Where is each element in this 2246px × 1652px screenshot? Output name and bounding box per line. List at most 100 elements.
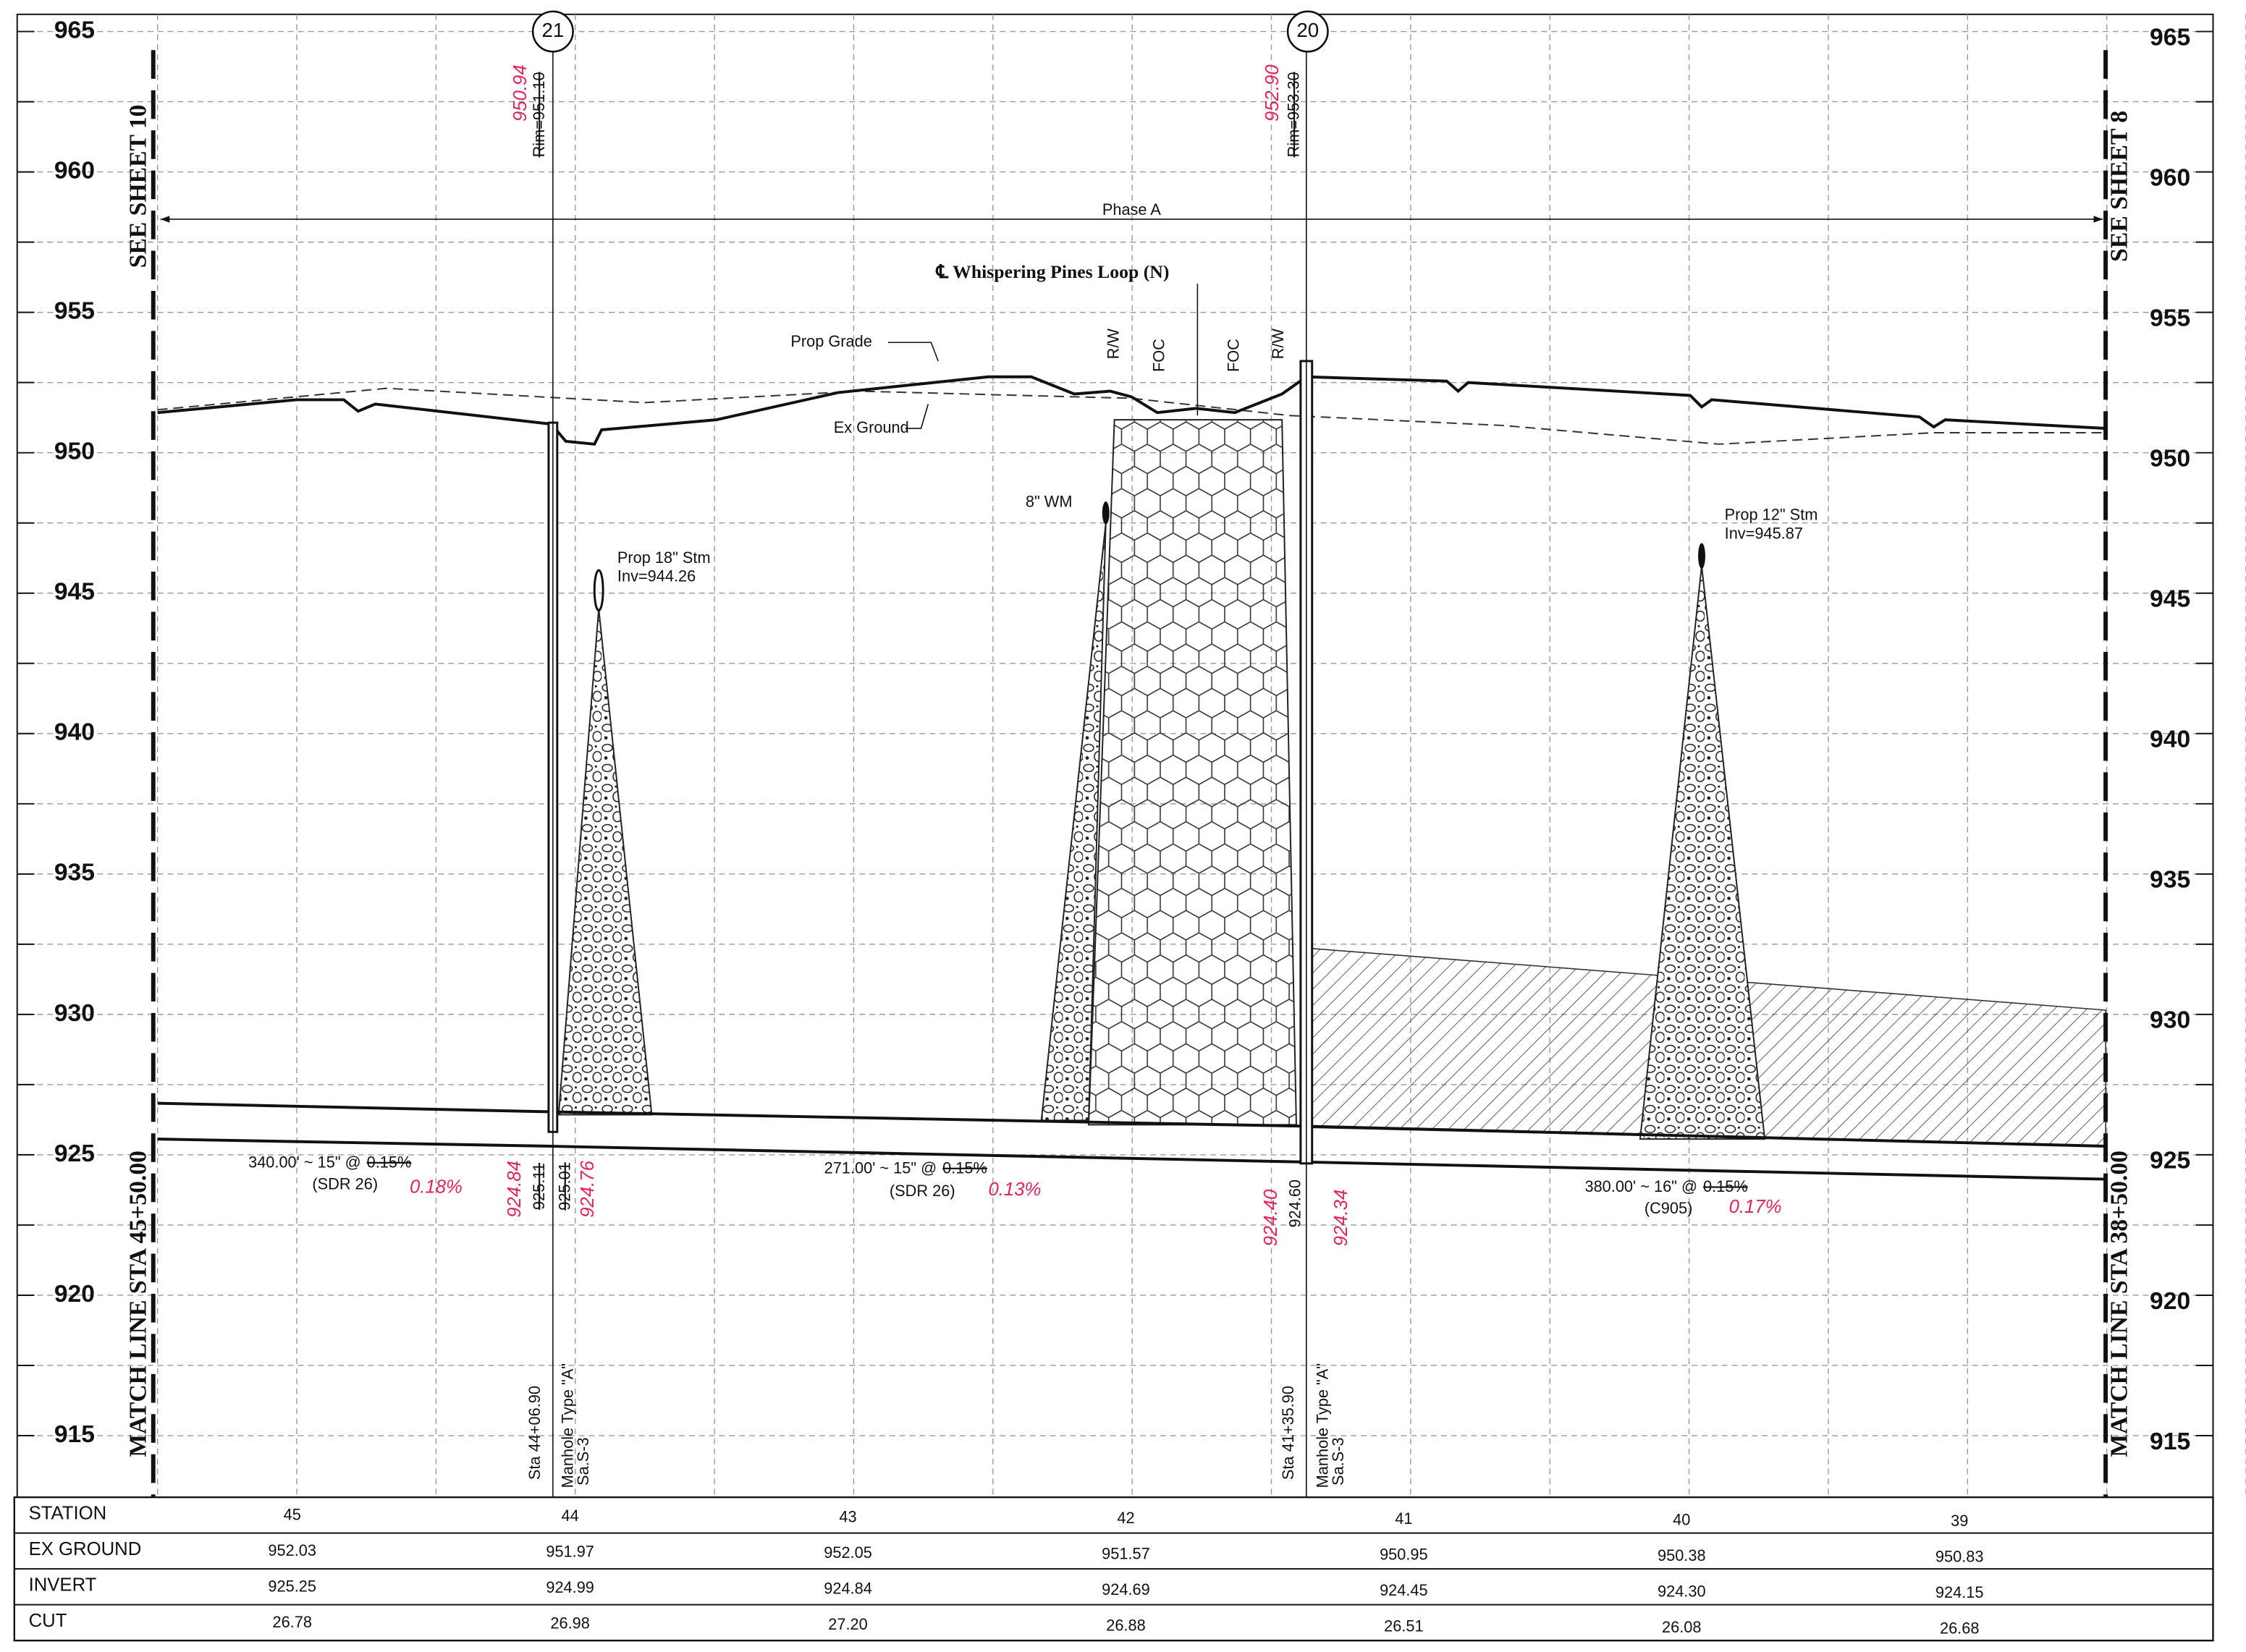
- elevation-label: 950: [2150, 445, 2190, 472]
- pipe-material: (C905): [1645, 1199, 1693, 1217]
- cell: 924.99: [546, 1578, 594, 1596]
- sheet-ref: SEE SHEET 10: [125, 105, 152, 268]
- elevation-label: 930: [2150, 1007, 2190, 1034]
- cell: 26.78: [272, 1613, 311, 1631]
- cell: 925.25: [268, 1577, 316, 1596]
- cell: 950.83: [1935, 1547, 1984, 1565]
- elevation-label: 940: [2150, 727, 2190, 753]
- cell: 26.51: [1384, 1617, 1423, 1635]
- pipe-material: (SDR 26): [890, 1182, 955, 1200]
- profile-drawing: 9659609559509459409359309259209159659609…: [0, 0, 2246, 1652]
- pipe-12: [1698, 543, 1705, 569]
- utility-label: Prop 18" Stm: [617, 548, 711, 567]
- utility-label: Prop 12" Stm: [1725, 506, 1818, 524]
- manhole-id: 21: [541, 19, 564, 41]
- elevation-label: 925: [2150, 1148, 2190, 1174]
- cell: 26.88: [1106, 1616, 1145, 1634]
- row-label: R/W: [1269, 329, 1287, 360]
- elevation-label: 955: [2150, 305, 2190, 331]
- utility-label: Inv=944.26: [617, 567, 696, 585]
- cell: 26.68: [1940, 1619, 1979, 1637]
- pipe-18: [594, 570, 603, 610]
- gravel-12: [1640, 566, 1765, 1139]
- grade-label: Prop Grade: [790, 332, 872, 350]
- cell: 924.45: [1380, 1581, 1428, 1599]
- pipe-slope: 0.15%: [367, 1153, 412, 1172]
- cell: 952.05: [824, 1543, 872, 1562]
- pipe-wm: [1102, 501, 1110, 525]
- elevation-label: 955: [54, 298, 95, 325]
- utility-label: Inv=945.87: [1725, 524, 1803, 542]
- cell: 45: [284, 1506, 301, 1524]
- elevation-label: 935: [2150, 867, 2190, 894]
- station-label: Sta 44+06.90: [525, 1386, 544, 1480]
- elevation-label: 920: [54, 1281, 95, 1308]
- elevation-label: 925: [54, 1140, 95, 1167]
- pipe-label: 380.00' ~ 16" @: [1584, 1177, 1697, 1195]
- cell: 924.15: [1935, 1583, 1984, 1601]
- match-line-label: MATCH LINE STA 38+50.00: [2106, 1151, 2133, 1457]
- manhole-id: 20: [1296, 19, 1319, 41]
- manhole-sheet: Sa.S-3: [1329, 1437, 1347, 1486]
- pipe-label: 340.00' ~ 15" @: [248, 1153, 361, 1172]
- rim-label: Rim=951.10: [530, 72, 548, 157]
- invert-revised: 924.40: [1261, 1189, 1281, 1246]
- elevation-label: 950: [54, 439, 95, 465]
- grade-label: Ex Ground: [834, 418, 909, 436]
- cell: 924.84: [824, 1579, 872, 1597]
- rim-revised: 950.94: [510, 64, 531, 122]
- cell: 951.97: [546, 1543, 594, 1561]
- cell: 924.30: [1658, 1583, 1706, 1601]
- elevation-label: 960: [54, 157, 95, 184]
- hex-fill: [1089, 420, 1296, 1124]
- cell: 26.08: [1662, 1618, 1701, 1636]
- cell: 950.95: [1380, 1546, 1428, 1564]
- invert-label: 925.11: [530, 1163, 548, 1210]
- row-label: FOC: [1150, 339, 1168, 372]
- utility-label: 8" WM: [1026, 493, 1073, 511]
- row-label: FOC: [1225, 339, 1243, 372]
- pipe-slope: 0.15%: [942, 1158, 987, 1177]
- elevation-label: 915: [2150, 1428, 2190, 1455]
- gravel-18: [559, 609, 652, 1115]
- cell: 41: [1395, 1509, 1412, 1528]
- pipe-material: (SDR 26): [312, 1174, 378, 1193]
- cell: 951.57: [1102, 1544, 1150, 1562]
- elevation-label: 930: [54, 1000, 95, 1027]
- cell: 27.20: [828, 1615, 867, 1633]
- elevation-label: 960: [2150, 164, 2190, 191]
- elevation-label: 920: [2150, 1288, 2190, 1315]
- elevation-label: 935: [54, 860, 95, 886]
- row-label: EX GROUND: [29, 1539, 142, 1559]
- rim-revised: 952.90: [1262, 64, 1283, 122]
- row-label: CUT: [29, 1611, 67, 1631]
- station-label: Sta 41+35.90: [1279, 1386, 1297, 1480]
- elevation-label: 940: [54, 719, 95, 746]
- centerline-label: ℄ Whispering Pines Loop (N): [936, 261, 1170, 282]
- cell: 39: [1951, 1512, 1968, 1530]
- elevation-label: 945: [2150, 586, 2190, 613]
- invert-revised: 924.84: [504, 1161, 525, 1218]
- invert-revised: 924.76: [578, 1160, 598, 1217]
- pipe-slope-revised: 0.13%: [988, 1179, 1041, 1200]
- leader: [888, 342, 938, 361]
- elevation-label: 965: [54, 17, 95, 43]
- pipe-label: 271.00' ~ 15" @: [824, 1158, 937, 1177]
- cell: 44: [562, 1507, 579, 1525]
- cell: 40: [1673, 1511, 1690, 1529]
- pipe-slope: 0.15%: [1703, 1177, 1748, 1195]
- pipe-invert: [158, 1139, 2106, 1179]
- cell: 950.38: [1658, 1546, 1706, 1564]
- page: 9659609559509459409359309259209159659609…: [0, 0, 2246, 1652]
- cell: 952.03: [268, 1541, 316, 1559]
- invert-label: 924.60: [1286, 1179, 1304, 1228]
- sheet-ref: SEE SHEET 8: [2106, 111, 2133, 262]
- pipe-slope-revised: 0.18%: [410, 1177, 463, 1197]
- rim-label: Rim=953.30: [1285, 72, 1303, 157]
- cell: 924.69: [1102, 1580, 1150, 1598]
- cell: 26.98: [550, 1614, 589, 1632]
- cell: 43: [839, 1507, 856, 1525]
- invert-label: 925.01: [555, 1162, 573, 1211]
- phase-label: Phase A: [1102, 200, 1162, 219]
